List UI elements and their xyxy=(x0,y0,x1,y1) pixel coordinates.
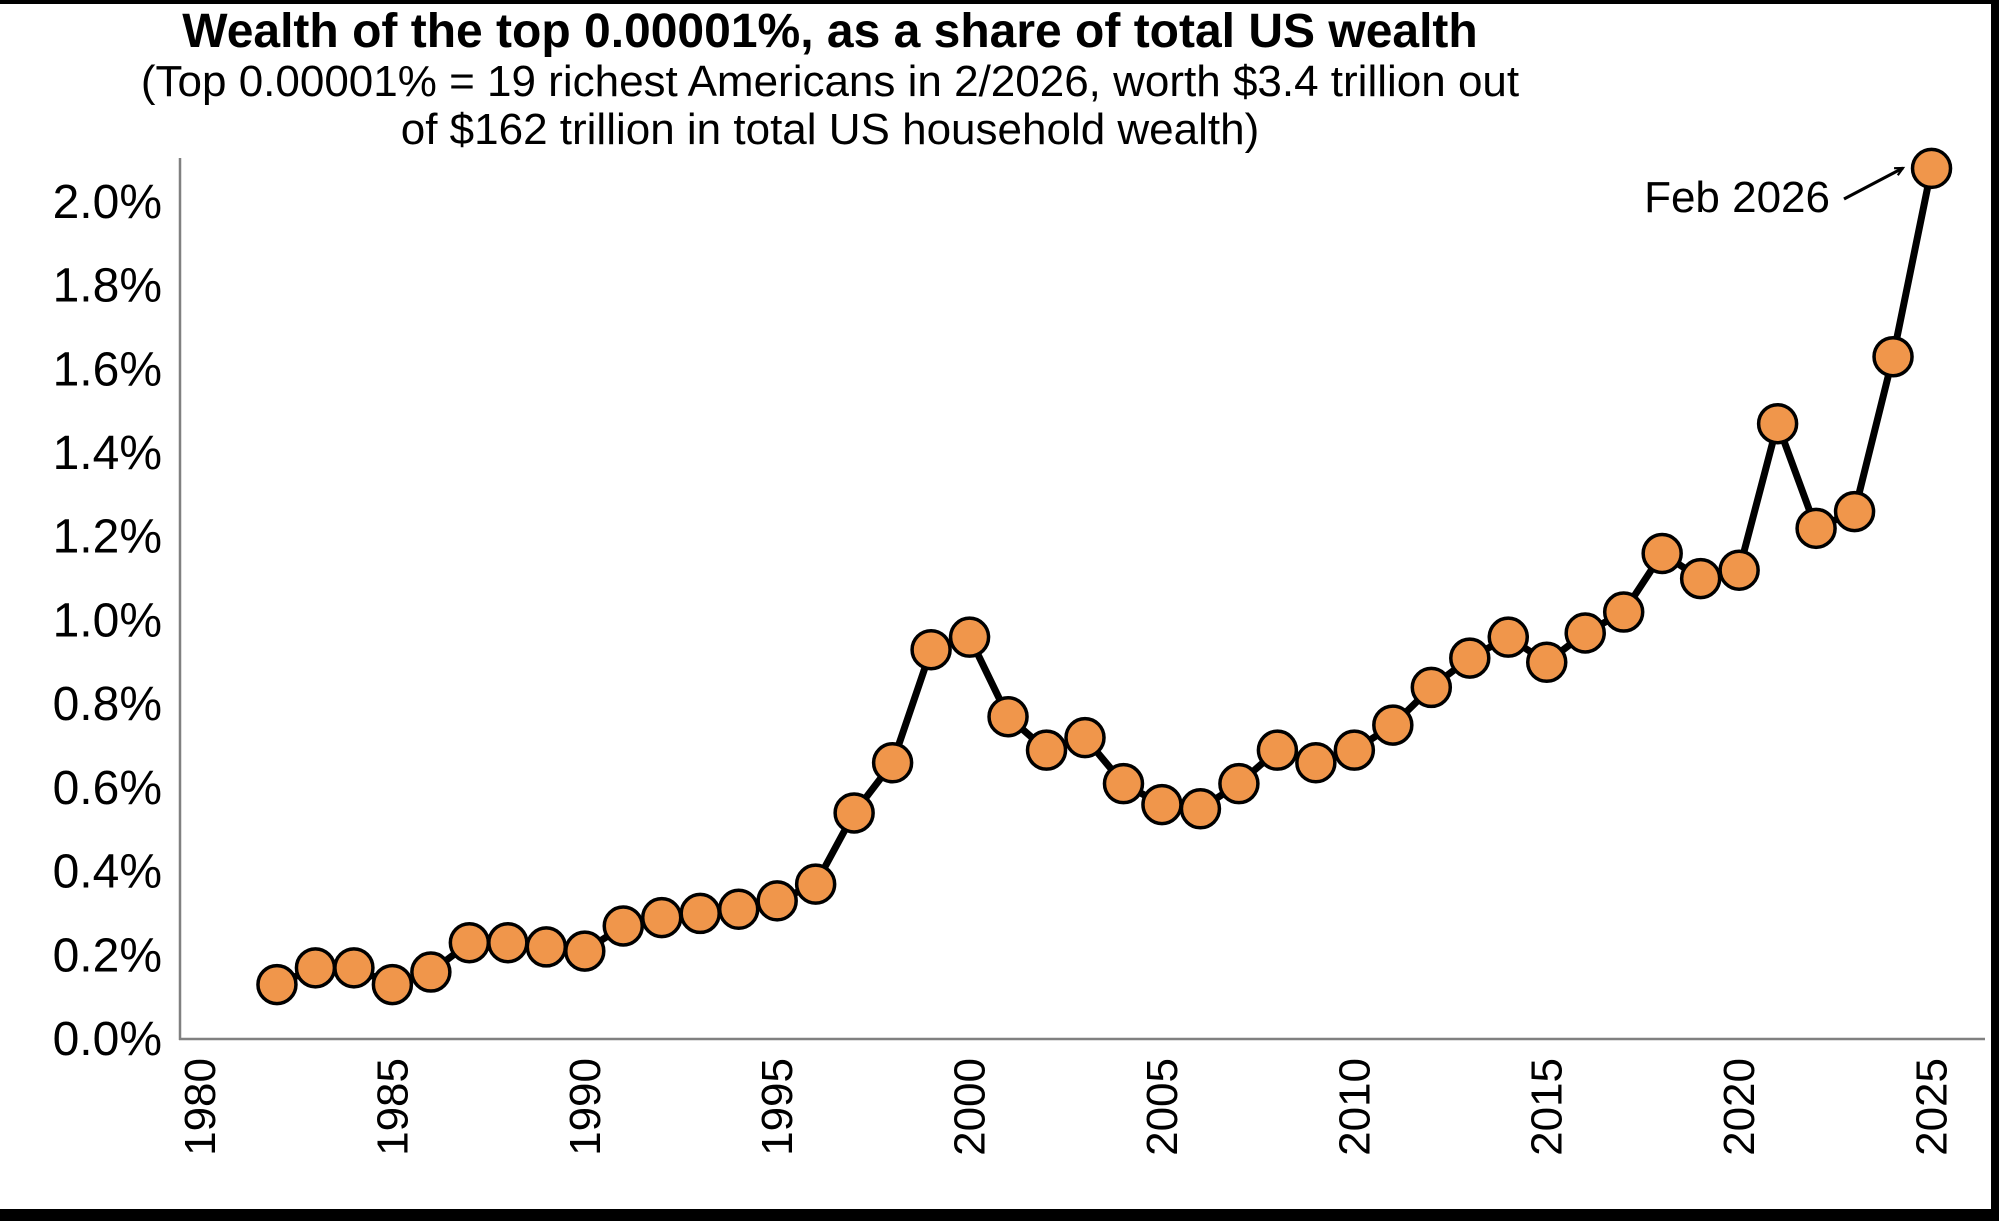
data-point-2021 xyxy=(1756,402,1799,445)
chart-subtitle-line2: of $162 trillion in total US household w… xyxy=(400,105,1260,154)
data-point-2009 xyxy=(1295,741,1337,784)
data-point-2002 xyxy=(1025,729,1068,771)
data-point-2010 xyxy=(1333,729,1376,771)
data-point-2011 xyxy=(1372,704,1414,746)
annotation-label: Feb 2026 xyxy=(1644,173,1830,222)
annotation-arrow xyxy=(1843,166,1906,201)
data-point-2008 xyxy=(1256,729,1299,771)
y-tick-label: 0.6% xyxy=(53,762,162,815)
data-point-2014 xyxy=(1487,616,1530,658)
data-point-2018 xyxy=(1641,532,1683,575)
y-tick-label: 1.2% xyxy=(53,511,162,564)
axes: 0.0% 0.2% 0.4% 0.6% 0.8% 1.0% 1.2% 1.4% 1.6% 1.8%… xyxy=(53,158,1985,1156)
data-point-2020 xyxy=(1718,549,1760,591)
data-point-2017 xyxy=(1602,591,1645,633)
chart-header: Wealth of the top 0.00001%, as a share o… xyxy=(0,6,1660,154)
data-point-2005 xyxy=(1141,783,1183,826)
data-point-1999 xyxy=(910,628,952,671)
chart-title: Wealth of the top 0.00001%, as a share o… xyxy=(182,5,1478,58)
y-tick-label: 0.4% xyxy=(53,846,162,899)
x-tick-label: 2005 xyxy=(1138,1058,1187,1156)
data-point-1997 xyxy=(833,792,875,834)
frame-border-top xyxy=(0,0,1999,4)
data-point-1986 xyxy=(410,951,452,993)
y-tick-label: 0.2% xyxy=(53,929,162,982)
data-point-1982 xyxy=(256,963,298,1006)
data-point-1984 xyxy=(333,947,375,989)
data-point-1996 xyxy=(794,863,837,905)
x-tick-label: 2015 xyxy=(1523,1058,1572,1156)
data-point-2019 xyxy=(1679,557,1722,600)
data-point-1985 xyxy=(371,963,414,1006)
data-point-2004 xyxy=(1102,762,1145,805)
data-point-2023 xyxy=(1833,490,1876,533)
y-tick-label: 0.8% xyxy=(53,678,162,731)
x-tick-label: 1995 xyxy=(753,1058,802,1156)
frame-border-right xyxy=(1991,0,1999,1221)
data-point-Feb 2026 xyxy=(1910,147,1953,190)
data-point-1983 xyxy=(294,947,337,989)
data-point-1994 xyxy=(717,888,760,930)
x-tick-label: 1990 xyxy=(561,1058,610,1156)
y-tick-label: 1.6% xyxy=(53,343,162,396)
x-tick-label: 2020 xyxy=(1715,1058,1764,1156)
data-point-2016 xyxy=(1564,612,1606,654)
data-point-1993 xyxy=(679,892,721,935)
x-tick-label: 1985 xyxy=(368,1058,417,1156)
data-point-1992 xyxy=(640,896,683,939)
data-point-2022 xyxy=(1795,507,1837,550)
frame-border-bottom xyxy=(0,1209,1999,1221)
data-point-1989 xyxy=(525,926,568,968)
data-point-2024 xyxy=(1872,335,1914,378)
data-point-1991 xyxy=(602,905,645,947)
chart-subtitle-line1: (Top 0.00001% = 19 richest Americans in … xyxy=(140,57,1520,106)
x-tick-label: 2000 xyxy=(946,1058,995,1156)
data-point-2001 xyxy=(987,695,1029,738)
data-point-2003 xyxy=(1064,716,1106,759)
y-tick-label: 1.0% xyxy=(53,594,162,647)
data-point-2007 xyxy=(1218,762,1260,805)
x-tick-label: 2025 xyxy=(1908,1058,1957,1156)
y-tick-label: 1.8% xyxy=(53,260,162,313)
data-point-2015 xyxy=(1525,641,1568,684)
data-point-1995 xyxy=(756,880,798,922)
x-tick-label: 1980 xyxy=(176,1058,225,1156)
data-series xyxy=(256,147,1953,1006)
data-point-2000 xyxy=(948,616,991,658)
y-tick-label: 1.4% xyxy=(53,427,162,480)
data-point-2012 xyxy=(1410,666,1453,709)
data-point-2013 xyxy=(1449,637,1491,679)
y-tick-label: 2.0% xyxy=(53,176,162,229)
data-point-1998 xyxy=(871,741,914,784)
data-point-2006 xyxy=(1179,788,1222,830)
data-point-1990 xyxy=(564,930,606,972)
x-tick-label: 2010 xyxy=(1330,1058,1379,1156)
y-tick-label: 0.0% xyxy=(53,1013,162,1066)
data-point-1987 xyxy=(448,921,491,964)
data-point-1988 xyxy=(487,921,529,964)
